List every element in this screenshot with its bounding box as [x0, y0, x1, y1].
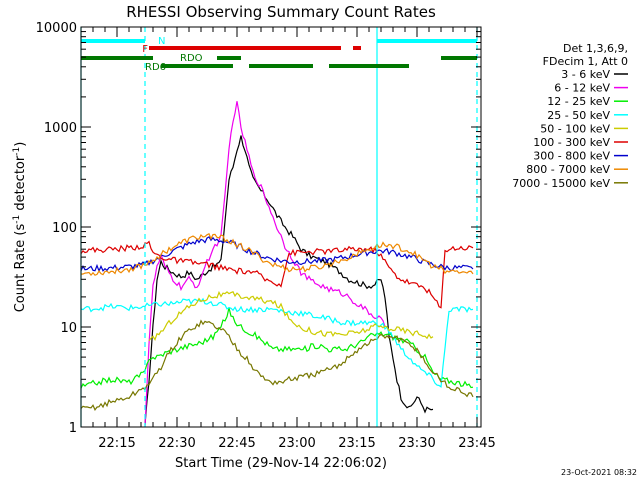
legend-label: 25 - 50 keV: [547, 109, 610, 122]
y-tick-label: 1000: [44, 121, 77, 136]
x-axis-label: Start Time (29-Nov-14 22:06:02): [175, 456, 387, 471]
y-tick-label: 10: [60, 321, 77, 336]
x-tick-label: 22:45: [218, 436, 255, 451]
legend-label: 300 - 800 keV: [533, 150, 610, 163]
legend-label: 800 - 7000 keV: [526, 163, 610, 176]
footer-date: 23-Oct-2021 08:32: [561, 468, 637, 477]
chart: RHESSI Observing Summary Count Rates NFR…: [0, 0, 640, 480]
y-axis-label-end: ): [13, 142, 28, 147]
x-tick-label: 22:30: [158, 436, 195, 451]
y-axis-label-sup2: -1: [12, 147, 22, 156]
status-bar-label: RD6: [145, 62, 166, 73]
legend-header: Det 1,3,6,9,: [563, 42, 628, 55]
legend-label: 7000 - 15000 keV: [512, 177, 610, 190]
y-axis-label-main: Count Rate (s: [13, 224, 28, 313]
y-axis-label-sup1: -1: [12, 215, 22, 224]
x-tick-label: 23:00: [278, 436, 315, 451]
x-tick-label: 23:30: [398, 436, 435, 451]
x-tick-label: 23:45: [458, 436, 495, 451]
y-axis-label: Count Rate (s-1 detector-1): [12, 142, 28, 313]
y-axis-label-mid: detector: [13, 155, 28, 215]
status-bar-label: RDO: [180, 53, 203, 64]
chart-title: RHESSI Observing Summary Count Rates: [126, 3, 436, 21]
y-tick-label: 100: [52, 221, 77, 236]
y-tick-label: 1: [69, 421, 77, 436]
legend-label: 100 - 300 keV: [533, 136, 610, 149]
legend-label: 12 - 25 keV: [547, 95, 610, 108]
legend-label: 50 - 100 keV: [540, 122, 610, 135]
y-tick-label: 10000: [36, 21, 77, 36]
legend-label: 6 - 12 keV: [554, 82, 610, 95]
status-bar-label: N: [158, 36, 165, 47]
legend-header: FDecim 1, Att 0: [543, 55, 628, 68]
legend-label: 3 - 6 keV: [561, 68, 610, 81]
x-tick-label: 22:15: [98, 436, 135, 451]
x-tick-label: 23:15: [338, 436, 375, 451]
status-bar-label: F: [142, 44, 148, 55]
